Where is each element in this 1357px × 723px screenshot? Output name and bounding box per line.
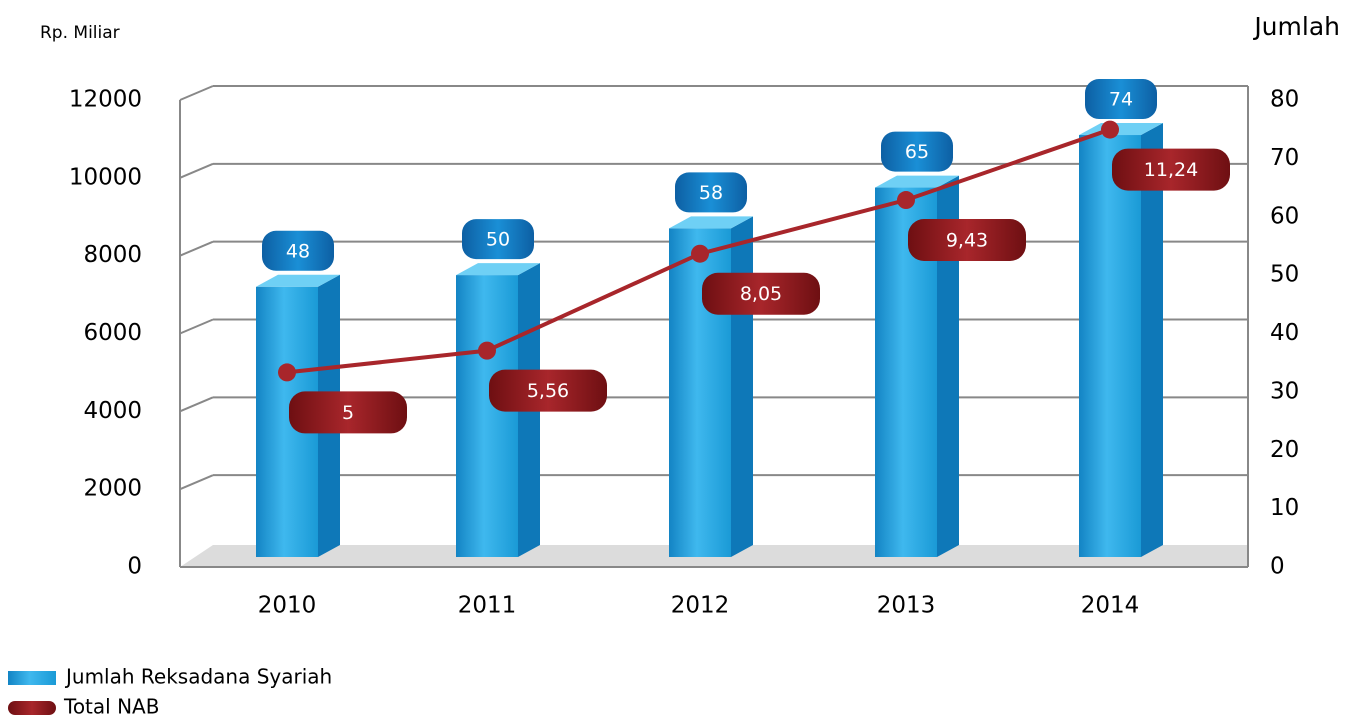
line-label-box [702, 272, 820, 315]
y-tick-label: 6000 [83, 320, 142, 346]
bar-label-box [881, 131, 953, 172]
bar-top [875, 175, 959, 188]
grid-line [179, 318, 214, 335]
x-tick-label: 2010 [258, 593, 317, 619]
grid-line [179, 162, 214, 179]
bar-label: 50 [486, 229, 510, 251]
bar [1079, 135, 1141, 557]
y2-tick-label: 0 [1270, 554, 1285, 580]
line-label-box [289, 391, 407, 434]
y2-tick-label: 10 [1270, 495, 1299, 521]
grid-line [179, 85, 214, 101]
line-label-box [908, 219, 1026, 262]
y-tick-label: 12000 [69, 87, 142, 113]
line-label-box [489, 369, 607, 412]
bar-label: 74 [1109, 89, 1133, 111]
y-tick-label: 2000 [83, 476, 142, 502]
bar-side [731, 216, 753, 558]
x-tick-label: 2013 [877, 593, 936, 619]
y2-tick-label: 40 [1270, 320, 1299, 346]
bar-label: 58 [699, 182, 723, 204]
y-axis-title: Rp. Miliar [40, 23, 120, 43]
legend-swatch [8, 701, 56, 715]
y2-tick-label: 80 [1270, 87, 1299, 113]
bar [456, 275, 518, 557]
y-tick-label: 10000 [69, 164, 142, 190]
x-tick-label: 2012 [671, 593, 730, 619]
bar-label-box [675, 172, 747, 213]
bar-label: 65 [905, 141, 929, 163]
y2-axis-title: Jumlah [1252, 12, 1340, 41]
x-tick-label: 2011 [458, 593, 517, 619]
line-point [278, 363, 296, 382]
legend-label: Jumlah Reksadana Syariah [64, 665, 332, 689]
legend-label: Total NAB [63, 695, 159, 719]
bar-label-box [462, 219, 534, 260]
bar-side [937, 175, 959, 557]
line-label: 5,56 [527, 380, 569, 402]
bar-side [1141, 123, 1163, 558]
y-tick-label: 4000 [83, 398, 142, 424]
y2-tick-label: 50 [1270, 262, 1299, 288]
grid-line [179, 474, 214, 491]
line-label: 9,43 [946, 230, 988, 252]
bar-top [669, 216, 753, 229]
line-label: 5 [342, 402, 354, 424]
y2-tick-label: 70 [1270, 145, 1299, 171]
line-point [897, 191, 915, 210]
line-label: 8,05 [740, 283, 782, 305]
bar-label: 48 [286, 240, 310, 262]
line-label: 11,24 [1144, 159, 1198, 181]
line-point [1101, 120, 1119, 139]
y-tick-label: 8000 [83, 242, 142, 268]
y-tick-label: 0 [127, 554, 142, 580]
line-point [478, 341, 496, 360]
bar-label-box [262, 230, 334, 271]
grid-line [179, 396, 214, 413]
bar-top [256, 274, 340, 287]
bar-label-box [1085, 79, 1157, 120]
y2-tick-label: 30 [1270, 378, 1299, 404]
x-tick-label: 2014 [1081, 593, 1140, 619]
bar-top [456, 263, 540, 276]
line-point [691, 244, 709, 263]
line-label-box [1112, 148, 1230, 191]
legend-swatch [8, 671, 56, 685]
y2-tick-label: 60 [1270, 203, 1299, 229]
y2-tick-label: 20 [1270, 437, 1299, 463]
grid-line [179, 240, 214, 257]
